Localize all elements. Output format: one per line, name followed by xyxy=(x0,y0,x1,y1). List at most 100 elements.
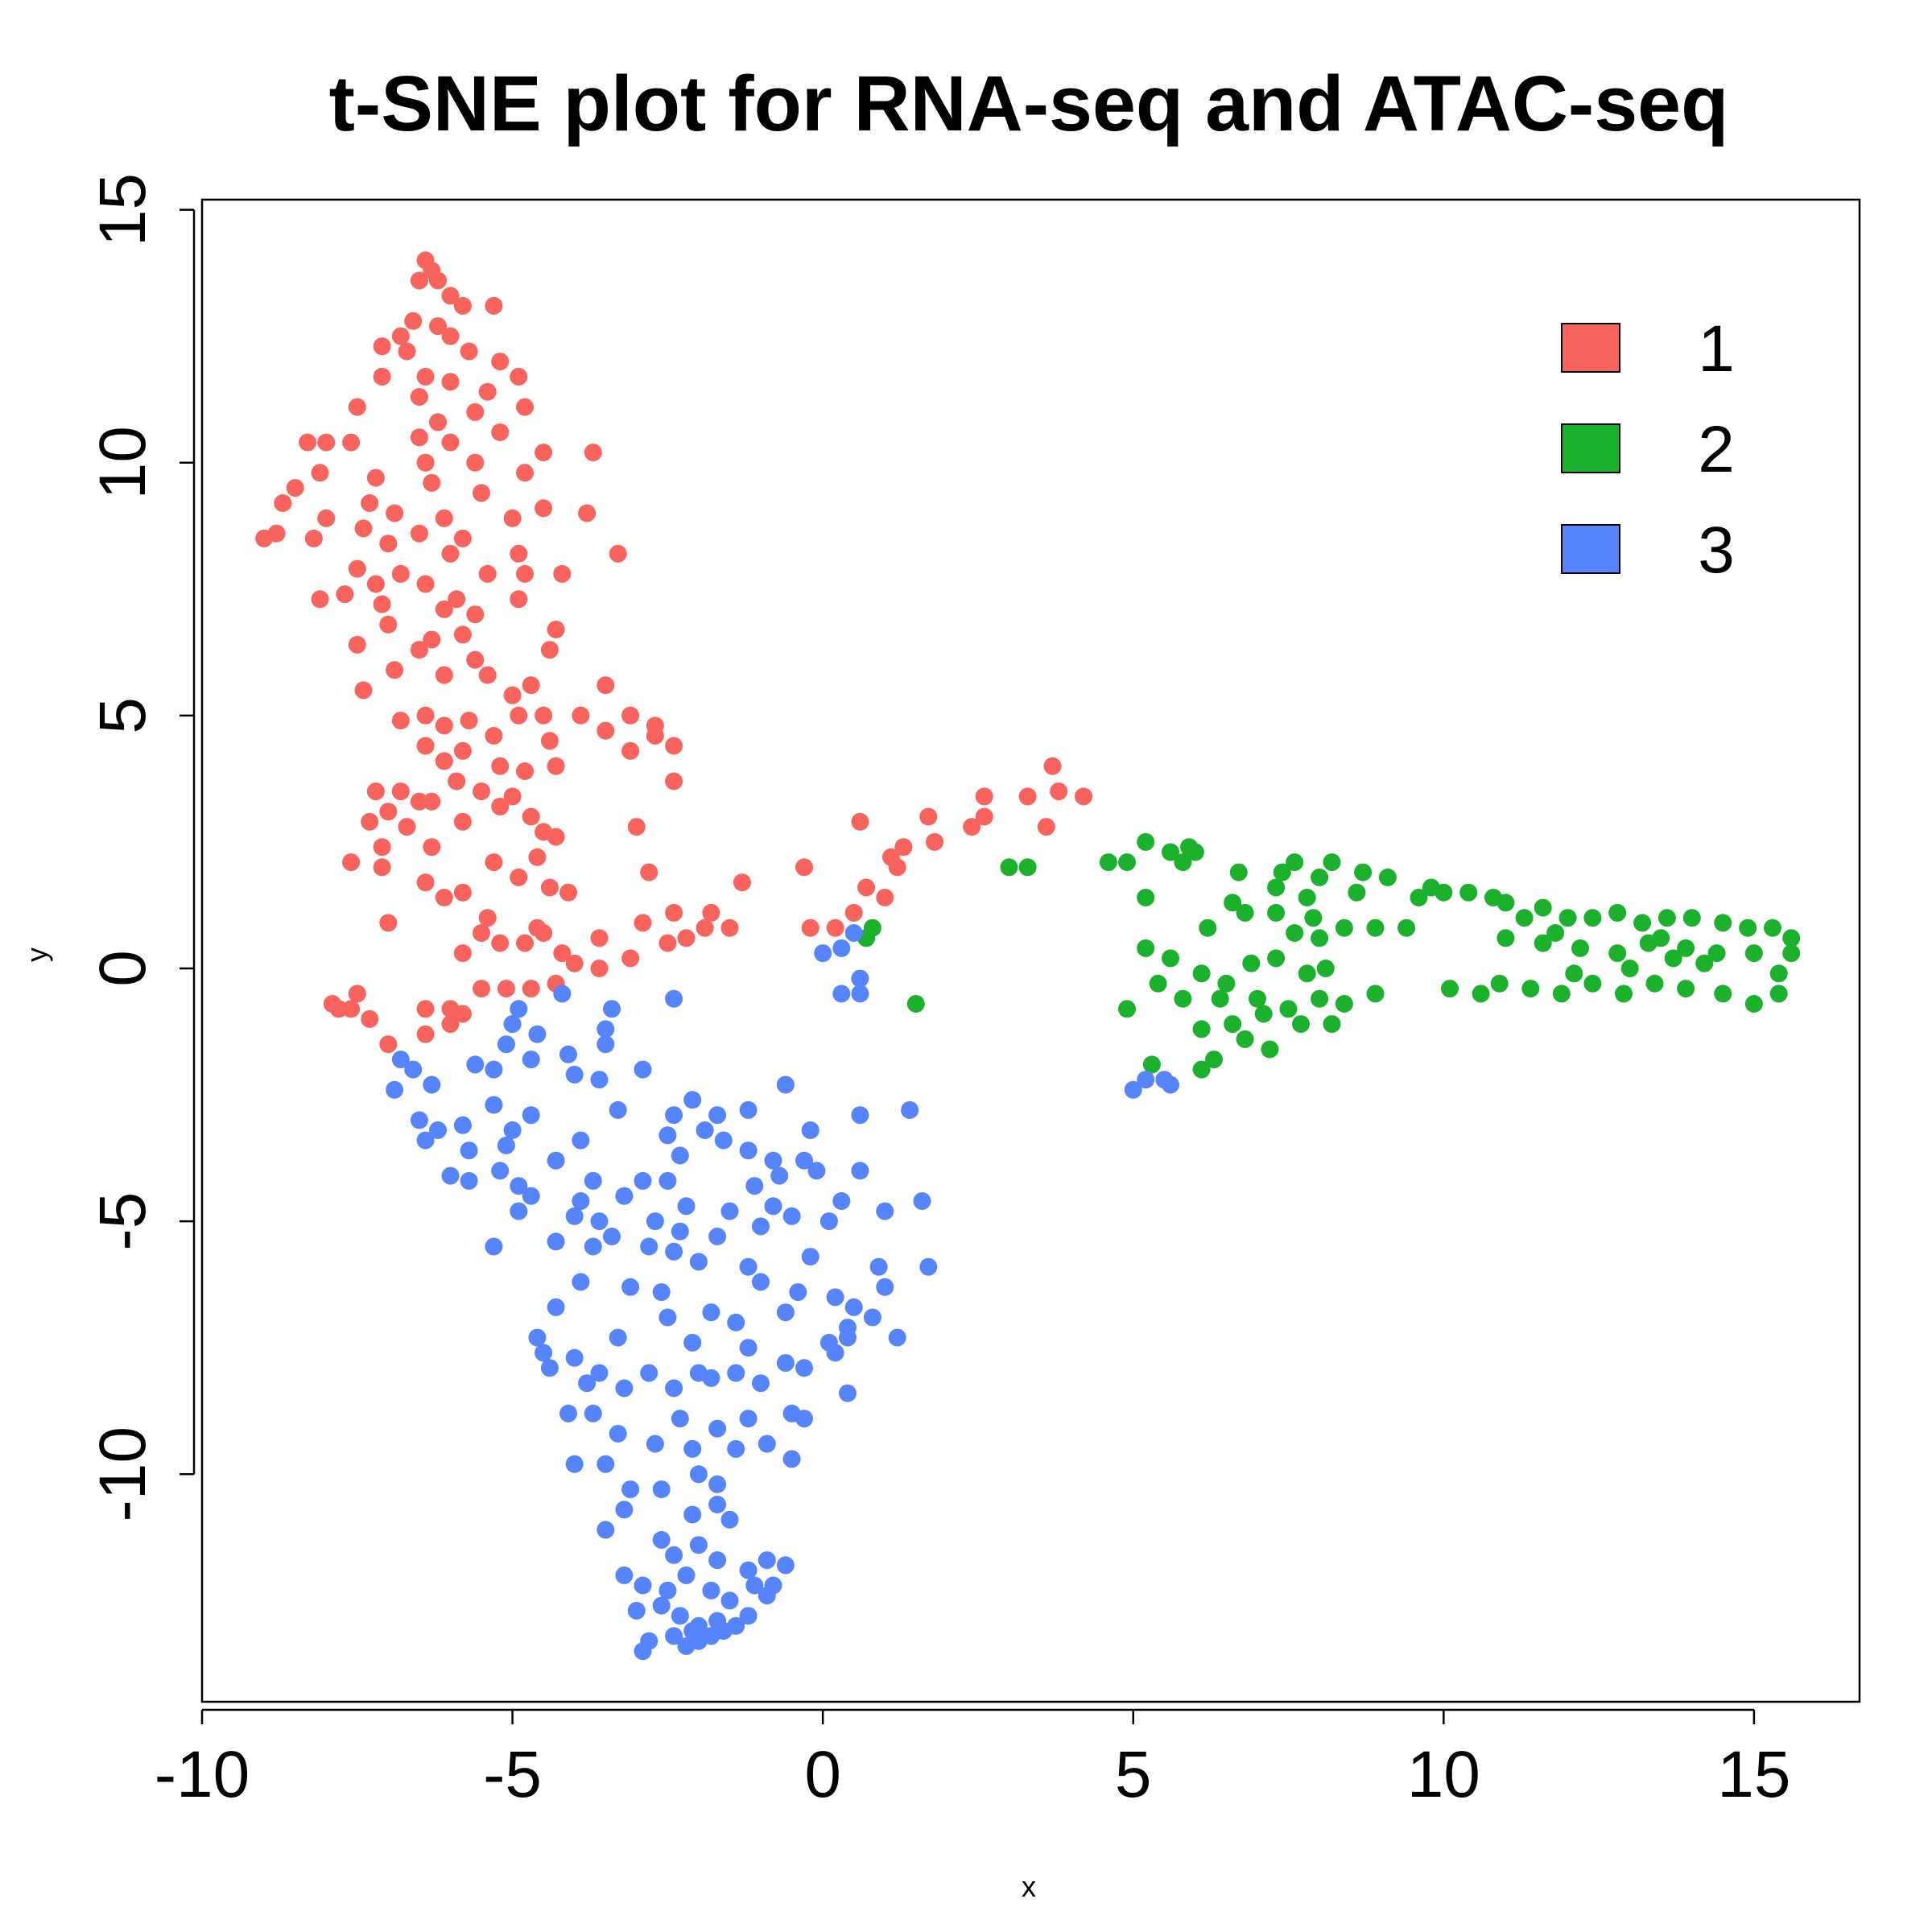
point-series-1 xyxy=(473,924,490,942)
point-series-3 xyxy=(752,1273,770,1291)
point-series-2 xyxy=(1205,1051,1223,1069)
point-series-3 xyxy=(839,1384,857,1402)
point-series-1 xyxy=(448,772,466,791)
point-series-2 xyxy=(1186,843,1204,861)
point-series-1 xyxy=(926,832,943,851)
point-series-3 xyxy=(510,1202,528,1220)
point-series-1 xyxy=(304,529,323,547)
point-series-3 xyxy=(863,1308,881,1327)
point-series-3 xyxy=(776,1354,795,1373)
point-series-3 xyxy=(603,1000,621,1018)
point-series-1 xyxy=(547,621,565,638)
point-series-3 xyxy=(540,1359,559,1377)
point-series-1 xyxy=(373,367,391,386)
point-series-1 xyxy=(919,807,938,826)
point-series-3 xyxy=(453,1116,472,1134)
point-series-3 xyxy=(739,1339,758,1357)
point-series-2 xyxy=(1199,919,1217,937)
point-series-3 xyxy=(826,1344,844,1362)
point-series-1 xyxy=(473,782,490,801)
point-series-3 xyxy=(522,1187,540,1205)
point-series-3 xyxy=(702,1368,720,1387)
x-tick-label: 15 xyxy=(1717,1738,1790,1811)
point-series-1 xyxy=(720,919,739,937)
point-series-3 xyxy=(851,969,869,988)
point-series-3 xyxy=(528,1328,547,1347)
point-series-1 xyxy=(572,706,590,724)
point-series-3 xyxy=(665,1546,683,1564)
point-series-3 xyxy=(590,1212,609,1231)
x-tick-label: -5 xyxy=(483,1738,542,1811)
point-series-1 xyxy=(410,271,428,290)
point-series-2 xyxy=(1217,974,1236,993)
point-series-1 xyxy=(311,590,329,609)
point-series-2 xyxy=(1335,919,1353,937)
point-series-3 xyxy=(832,939,851,957)
point-series-1 xyxy=(342,1000,361,1018)
point-series-1 xyxy=(621,741,640,760)
point-series-1 xyxy=(404,312,423,330)
point-series-3 xyxy=(819,1212,838,1231)
point-series-1 xyxy=(435,509,453,527)
point-series-2 xyxy=(1366,985,1385,1003)
point-series-1 xyxy=(510,868,528,886)
point-series-3 xyxy=(901,1100,919,1119)
point-series-3 xyxy=(658,1171,677,1190)
x-tick-label: 10 xyxy=(1407,1738,1480,1811)
point-series-1 xyxy=(361,812,379,831)
point-series-1 xyxy=(398,342,416,361)
point-series-1 xyxy=(373,337,391,356)
point-series-1 xyxy=(366,782,385,801)
point-series-1 xyxy=(634,914,652,932)
point-series-3 xyxy=(497,1136,515,1154)
point-series-3 xyxy=(814,944,832,963)
point-series-2 xyxy=(1682,909,1701,927)
point-series-1 xyxy=(547,757,565,775)
point-series-3 xyxy=(640,1237,658,1256)
point-series-1 xyxy=(423,792,441,811)
point-series-3 xyxy=(720,1510,739,1529)
point-series-3 xyxy=(547,1298,565,1316)
point-series-3 xyxy=(597,1455,615,1473)
point-series-1 xyxy=(478,382,497,401)
point-series-3 xyxy=(851,1162,869,1180)
legend: 1 2 3 xyxy=(1561,312,1735,587)
point-series-1 xyxy=(423,473,441,492)
point-series-1 xyxy=(410,524,428,543)
point-series-1 xyxy=(429,271,447,290)
point-series-3 xyxy=(590,1364,609,1382)
point-series-3 xyxy=(839,1328,857,1347)
point-series-3 xyxy=(547,1151,565,1170)
point-series-2 xyxy=(1744,944,1763,963)
point-series-1 xyxy=(441,373,460,391)
point-series-2 xyxy=(1137,939,1155,957)
point-series-1 xyxy=(590,960,609,977)
series-2 xyxy=(857,832,1801,1079)
points-layer xyxy=(255,251,1801,1661)
point-series-3 xyxy=(634,1171,652,1190)
chart-title: t-SNE plot for RNA-seq and ATAC-seq xyxy=(329,60,1729,147)
point-series-3 xyxy=(597,1521,615,1539)
point-series-2 xyxy=(1267,903,1286,922)
point-series-3 xyxy=(615,1187,634,1205)
point-series-3 xyxy=(727,1313,745,1331)
point-series-2 xyxy=(1496,894,1515,912)
point-series-3 xyxy=(522,1051,540,1069)
point-series-1 xyxy=(857,878,876,897)
point-series-1 xyxy=(975,787,993,806)
point-series-3 xyxy=(416,1131,435,1150)
point-series-2 xyxy=(1472,985,1490,1003)
point-series-1 xyxy=(366,469,385,487)
point-series-1 xyxy=(391,782,410,801)
point-series-2 xyxy=(1254,1005,1273,1023)
point-series-3 xyxy=(597,1020,615,1038)
point-series-2 xyxy=(1769,964,1788,983)
point-series-3 xyxy=(634,1576,652,1595)
point-series-1 xyxy=(665,903,683,922)
y-axis: -10 -5 0 5 10 15 xyxy=(86,173,196,1522)
point-series-1 xyxy=(286,479,304,497)
point-series-2 xyxy=(1242,954,1261,972)
point-series-3 xyxy=(597,1035,615,1054)
point-series-3 xyxy=(776,1075,795,1094)
